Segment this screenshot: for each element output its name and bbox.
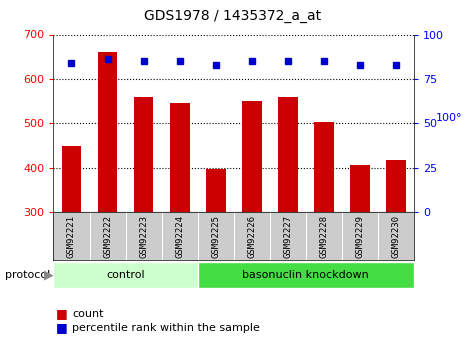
- Text: GSM92224: GSM92224: [175, 215, 184, 258]
- Text: GDS1978 / 1435372_a_at: GDS1978 / 1435372_a_at: [144, 9, 321, 23]
- Bar: [133, 97, 153, 212]
- Text: basonuclin knockdown: basonuclin knockdown: [242, 270, 369, 280]
- Text: control: control: [106, 270, 145, 280]
- Text: GSM92223: GSM92223: [139, 215, 148, 258]
- Y-axis label: 100°: 100°: [436, 114, 463, 124]
- Text: ▶: ▶: [44, 269, 54, 282]
- Text: GSM92227: GSM92227: [283, 215, 292, 258]
- Bar: [242, 101, 262, 212]
- Bar: [170, 104, 190, 212]
- Text: GSM92226: GSM92226: [247, 215, 256, 258]
- Text: ■: ■: [56, 321, 67, 334]
- Text: GSM92222: GSM92222: [103, 215, 112, 258]
- Bar: [278, 97, 298, 212]
- Text: protocol: protocol: [5, 270, 50, 280]
- Text: GSM92221: GSM92221: [67, 215, 76, 258]
- Text: percentile rank within the sample: percentile rank within the sample: [72, 323, 260, 333]
- Bar: [386, 160, 406, 212]
- Text: GSM92225: GSM92225: [211, 215, 220, 258]
- Bar: [314, 122, 334, 212]
- Text: GSM92229: GSM92229: [355, 215, 364, 258]
- Bar: [53, 262, 198, 288]
- Bar: [350, 165, 370, 212]
- Text: count: count: [72, 309, 104, 319]
- Text: ■: ■: [56, 307, 67, 321]
- Bar: [206, 169, 226, 212]
- Bar: [98, 52, 118, 212]
- Bar: [198, 262, 414, 288]
- Bar: [61, 146, 81, 212]
- Text: GSM92230: GSM92230: [392, 215, 400, 258]
- Text: GSM92228: GSM92228: [319, 215, 328, 258]
